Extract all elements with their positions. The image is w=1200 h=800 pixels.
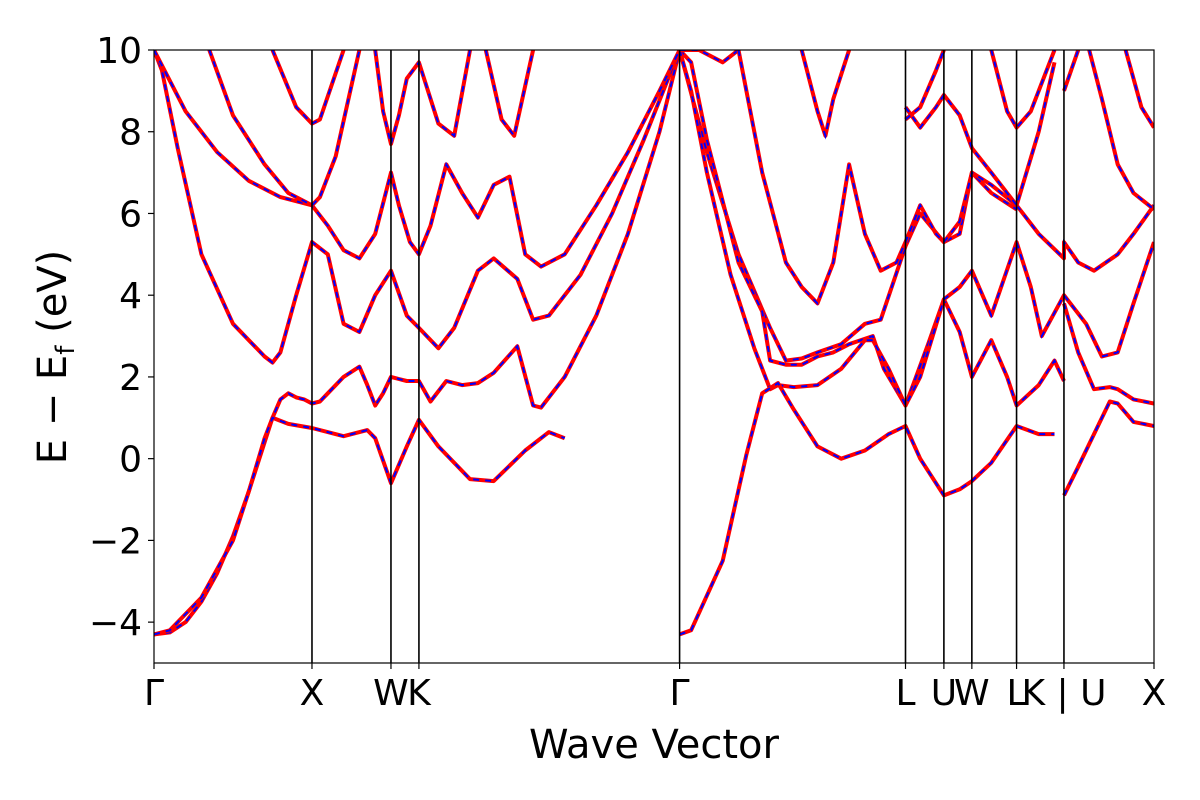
band-line-dashed-16 (904, 50, 945, 121)
band-line-7 (154, 415, 566, 637)
y-tick-label-0: −4 (89, 603, 142, 644)
band-line-dashed-17 (990, 50, 1056, 130)
x-tick-label-1: X (300, 673, 325, 714)
band-line-dashed-20 (1063, 303, 1154, 405)
band-line-dashed-7 (154, 416, 566, 636)
y-tick-label-2: 0 (119, 440, 142, 481)
band-line-dashed-0 (154, 50, 681, 636)
band-line-12 (679, 50, 740, 65)
x-tick-label-10: X (1142, 673, 1167, 714)
band-line-dashed-5 (374, 50, 471, 148)
band-line-8 (677, 50, 1018, 363)
band-line-dashed-10 (678, 50, 1154, 408)
band-line-dashed-15 (904, 62, 1056, 208)
band-line-dashed-14 (737, 50, 1154, 306)
x-tick-label-5: L (895, 673, 915, 714)
y-tick-label-5: 6 (119, 194, 142, 235)
band-line-dashed-22 (1124, 50, 1154, 129)
band-line-dashed-6 (484, 50, 535, 139)
y-tick-label-7: 10 (96, 31, 142, 72)
band-line-dashed-13 (800, 50, 851, 140)
band-line-19 (1062, 399, 1154, 497)
band-line-dashed-21 (1088, 50, 1154, 211)
bands-layer (154, 50, 1154, 637)
band-line-11 (678, 381, 1055, 637)
x-tick-label-4: Γ (670, 673, 690, 714)
x-tick-label-8: L (1007, 673, 1027, 714)
y-tick-label-6: 8 (119, 113, 142, 154)
x-tick-label-0: Γ (144, 673, 164, 714)
y-axis-title-unit: (eV) (30, 250, 76, 346)
band-line-21 (1087, 50, 1154, 211)
band-line-dashed-18 (1063, 50, 1080, 92)
y-axis-title-subscript: f (51, 345, 81, 355)
band-line-dashed-1 (154, 50, 681, 365)
x-axis-title: Wave Vector (529, 722, 780, 768)
band-line-16 (904, 50, 946, 122)
plot-frame (153, 49, 1155, 664)
band-line-5 (373, 50, 472, 146)
x-tick-label-3: K (407, 673, 432, 714)
band-line-1 (154, 50, 682, 365)
band-line-13 (799, 50, 852, 138)
y-tick-label-3: 2 (119, 358, 142, 399)
band-line-dashed-11 (679, 381, 1055, 636)
y-axis: −4 −2 0 2 4 6 8 10 (89, 31, 154, 644)
band-line-dashed-19 (1063, 400, 1154, 496)
x-tick-label-2: W (373, 673, 409, 714)
y-tick-label-4: 4 (119, 276, 142, 317)
y-axis-title-main: E − E (30, 355, 76, 465)
y-tick-label-1: −2 (89, 521, 142, 562)
x-tick-label-6: U (931, 673, 957, 714)
band-line-dashed-9 (678, 50, 1065, 408)
kpoint-lines (311, 50, 1065, 663)
band-line-4 (270, 50, 346, 126)
x-tick-label-7: W (954, 673, 990, 714)
band-line-0 (154, 50, 682, 637)
y-axis-title: E − Ef (eV) (30, 250, 81, 465)
band-line-14 (736, 50, 1154, 306)
band-line-6 (483, 50, 536, 138)
x-tick-label-9: K | U (1021, 673, 1106, 714)
band-line-22 (1123, 50, 1154, 129)
band-line-3 (207, 50, 362, 208)
